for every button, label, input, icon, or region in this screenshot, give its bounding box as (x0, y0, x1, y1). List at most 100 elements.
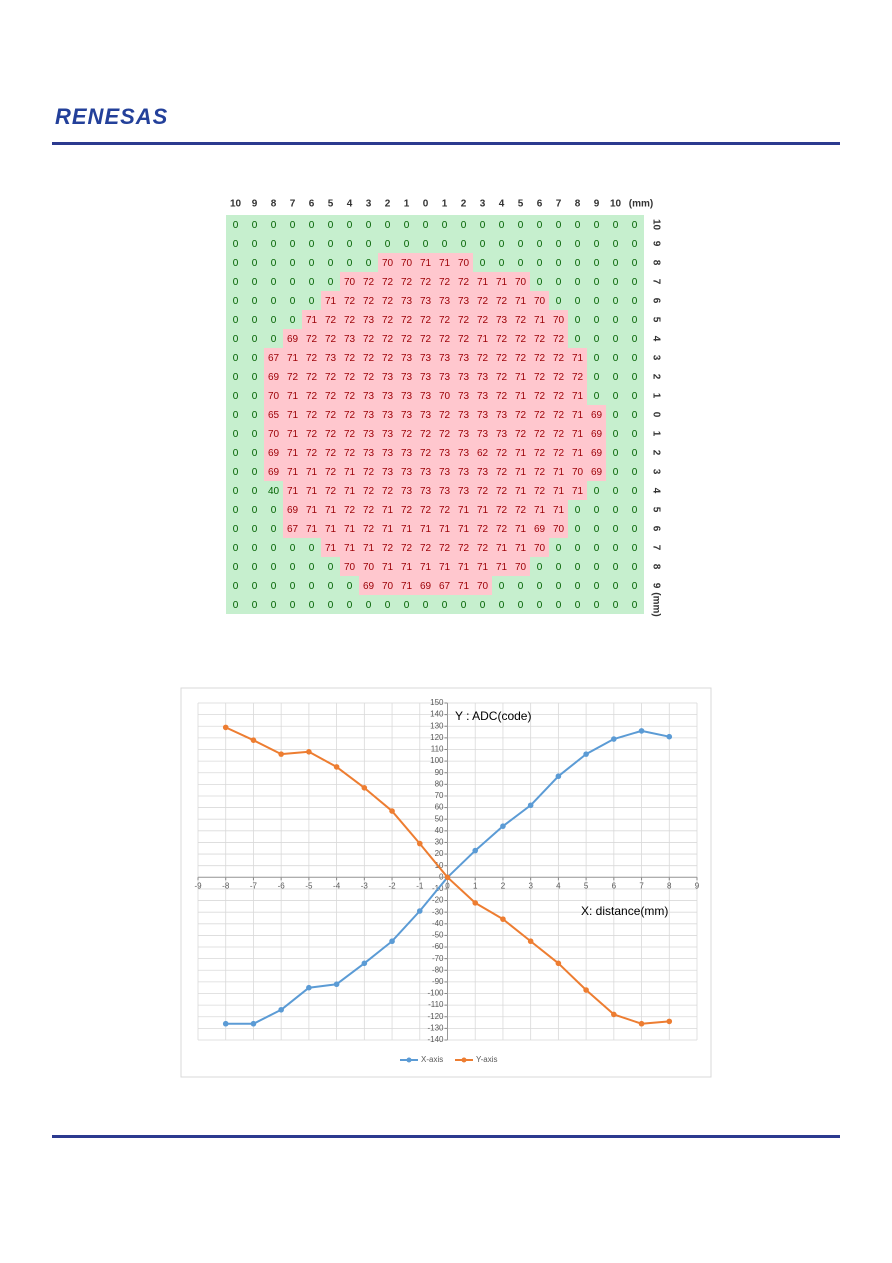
point (500, 823, 506, 829)
cell-value: 72 (458, 277, 470, 288)
cell (606, 272, 625, 291)
cell-value: 71 (306, 486, 318, 497)
cell-value: 72 (382, 334, 394, 345)
cell (283, 234, 302, 253)
cell-value: 0 (594, 315, 600, 326)
point (222, 724, 229, 731)
footer-rule (52, 1135, 840, 1138)
cell-value: 0 (632, 239, 638, 250)
x-tick-label: -5 (305, 881, 313, 890)
cell (587, 272, 606, 291)
cell (283, 386, 302, 405)
cell-value: 0 (347, 220, 353, 231)
y-tick-label: -70 (432, 954, 444, 963)
cell-value: 0 (347, 581, 353, 592)
column-label: 2 (385, 199, 391, 210)
cell-value: 0 (233, 448, 239, 459)
cell (378, 462, 397, 481)
cell (378, 386, 397, 405)
cell-value: 71 (344, 543, 356, 554)
cell-value: 72 (496, 391, 508, 402)
cell-value: 72 (515, 410, 527, 421)
y-tick-label: 60 (435, 803, 444, 812)
column-label: 2 (461, 199, 467, 210)
cell-value: 0 (271, 505, 277, 516)
cell-value: 71 (496, 562, 508, 573)
cell-value: 70 (458, 258, 470, 269)
row-label: 7 (650, 279, 661, 285)
cell-value: 0 (233, 277, 239, 288)
cell-value: 73 (477, 391, 489, 402)
cell-value: 0 (613, 467, 619, 478)
cell-value: 72 (363, 505, 375, 516)
chart: -140-130-120-110-100-90-80-70-60-50-40-3… (194, 698, 699, 1064)
cell (473, 500, 492, 519)
point (583, 987, 589, 993)
cell-value: 0 (252, 315, 258, 326)
cell-value: 0 (366, 220, 372, 231)
cell-value: 72 (496, 505, 508, 516)
cell-value: 71 (572, 448, 584, 459)
cell (283, 443, 302, 462)
cell-value: 0 (404, 600, 410, 611)
cell-value: 71 (325, 296, 337, 307)
cell-value: 0 (537, 600, 543, 611)
cell-value: 0 (556, 562, 562, 573)
cell (473, 348, 492, 367)
cell-value: 0 (233, 220, 239, 231)
cell (340, 405, 359, 424)
cell-value: 0 (632, 391, 638, 402)
cell (226, 329, 245, 348)
cell-value: 72 (553, 353, 565, 364)
cell (606, 253, 625, 272)
row-label: 4 (650, 488, 661, 494)
cell (625, 576, 644, 595)
cell-value: 73 (325, 353, 337, 364)
cell (454, 500, 473, 519)
y-tick-label: -130 (427, 1023, 444, 1032)
cell (587, 234, 606, 253)
cell (473, 538, 492, 557)
cell (226, 500, 245, 519)
cell (473, 291, 492, 310)
cell-value: 0 (385, 600, 391, 611)
cell (454, 538, 473, 557)
cell (416, 538, 435, 557)
cell (397, 386, 416, 405)
cell (226, 234, 245, 253)
cell-value: 71 (401, 581, 413, 592)
cell (568, 405, 587, 424)
cell-value: 0 (461, 220, 467, 231)
cell (511, 462, 530, 481)
cell (283, 538, 302, 557)
cell-value: 0 (290, 220, 296, 231)
cell-value: 0 (613, 372, 619, 383)
cell-value: 72 (534, 448, 546, 459)
cell (530, 462, 549, 481)
cell-value: 71 (477, 562, 489, 573)
cell-value: 73 (477, 467, 489, 478)
cell (454, 462, 473, 481)
cell (492, 557, 511, 576)
cell (245, 443, 264, 462)
cell (340, 424, 359, 443)
y-tick-label: 50 (435, 814, 444, 823)
row-unit: (mm) (650, 592, 661, 616)
cell-value: 0 (575, 220, 581, 231)
logo: RENESAS (55, 104, 168, 129)
cell-value: 70 (344, 277, 356, 288)
header-rule (52, 142, 840, 145)
cell-value: 40 (268, 486, 280, 497)
cell-value: 73 (420, 410, 432, 421)
cell (549, 215, 568, 234)
cell (397, 272, 416, 291)
cell-value: 0 (328, 258, 334, 269)
y-tick-label: -90 (432, 977, 444, 986)
cell (283, 557, 302, 576)
cell (340, 215, 359, 234)
point (389, 938, 395, 945)
cell (549, 348, 568, 367)
cell (321, 348, 340, 367)
cell (416, 348, 435, 367)
cell (530, 386, 549, 405)
